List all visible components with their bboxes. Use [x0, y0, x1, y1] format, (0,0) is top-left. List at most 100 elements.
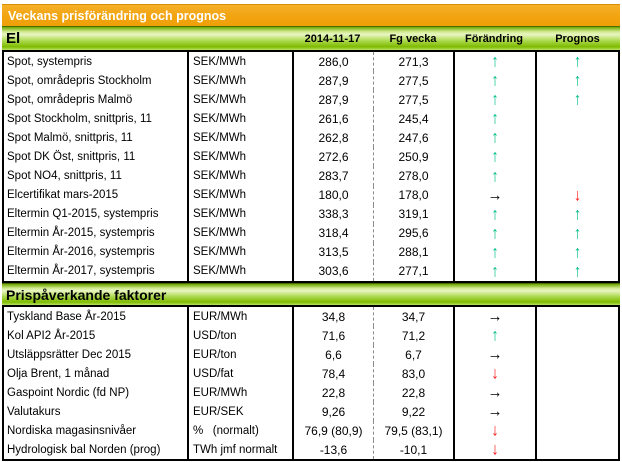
row-label: Eltermin År-2017, systempris — [7, 265, 155, 278]
right-arrow-icon: → — [487, 382, 503, 403]
value-current: 287,9 — [292, 90, 373, 110]
table-row: Spot Stockholm, snittpris, 11 SEK/MWh 26… — [4, 108, 618, 129]
row-unit: EUR/ton — [187, 345, 292, 364]
table-row: Eltermin År-2017, systempris SEK/MWh 303… — [4, 261, 618, 281]
forecast-arrow-cell — [535, 364, 618, 383]
row-unit: SEK/MWh — [187, 52, 292, 72]
forecast-arrow-cell: ↑ — [535, 52, 618, 72]
table-row: Spot, områdepris Malmö SEK/MWh 287,9 277… — [4, 89, 618, 110]
table-row: Eltermin År-2016, systempris SEK/MWh 313… — [4, 242, 618, 263]
change-arrow-cell: ↑ — [453, 326, 535, 345]
change-arrow-cell: ↑ — [453, 128, 535, 148]
value-current: 262,8 — [292, 128, 373, 148]
row-label: Hydrologisk bal Norden (prog) — [7, 443, 161, 456]
row-unit: EUR/SEK — [187, 402, 292, 421]
forecast-arrow-cell: ↑ — [535, 71, 618, 91]
value-previous: 278,0 — [373, 166, 453, 186]
change-arrow-cell: ↑ — [453, 204, 535, 224]
section-header-faktorer: Prispåverkande faktorer — [2, 283, 620, 305]
forecast-arrow-cell: ↑ — [535, 89, 618, 110]
row-unit: SEK/MWh — [187, 261, 292, 281]
forecast-arrow-cell — [535, 345, 618, 364]
right-arrow-icon: → — [487, 344, 503, 365]
value-current: 180,0 — [292, 185, 373, 205]
up-arrow-icon: ↑ — [491, 223, 499, 244]
forecast-arrow-cell — [535, 109, 618, 129]
table-row: Nordiska magasinsnivåer % (normalt) 76,9… — [4, 421, 618, 440]
change-arrow-cell: ↓ — [453, 421, 535, 440]
row-label: Kol API2 År-2015 — [7, 329, 96, 342]
row-unit: SEK/MWh — [187, 128, 292, 148]
value-previous: 288,1 — [373, 242, 453, 262]
up-arrow-icon: ↑ — [491, 242, 499, 263]
value-current: 272,6 — [292, 147, 373, 167]
up-arrow-icon: ↑ — [491, 108, 499, 129]
up-arrow-icon: ↑ — [491, 89, 499, 110]
forecast-arrow-cell — [535, 326, 618, 345]
change-arrow-cell: → — [453, 402, 535, 421]
change-arrow-cell: ↓ — [453, 440, 535, 459]
value-previous: 22,8 — [373, 383, 453, 402]
up-arrow-icon: ↑ — [491, 51, 499, 72]
right-arrow-icon: → — [487, 306, 503, 327]
table-row: Spot NO4, snittpris, 11 SEK/MWh 283,7 27… — [4, 166, 618, 186]
value-current: 318,4 — [292, 223, 373, 243]
row-unit: SEK/MWh — [187, 242, 292, 262]
row-label: Nordiska magasinsnivåer — [7, 424, 137, 437]
row-label: Spot, områdepris Stockholm — [7, 74, 152, 87]
row-label: Spot Stockholm, snittpris, 11 — [7, 112, 152, 125]
change-arrow-cell: ↑ — [453, 108, 535, 129]
column-header-date: 2014-11-17 — [304, 32, 361, 45]
table-row: Spot, områdepris Stockholm SEK/MWh 287,9… — [4, 71, 618, 91]
up-arrow-icon: ↑ — [491, 147, 499, 167]
row-unit: SEK/MWh — [187, 147, 292, 167]
table-row: Valutakurs EUR/SEK 9,26 9,22 → — [4, 402, 618, 421]
value-current: 338,3 — [292, 204, 373, 224]
change-arrow-cell: ↑ — [453, 51, 535, 72]
down-arrow-icon: ↓ — [491, 420, 499, 441]
forecast-arrow-cell — [535, 421, 618, 440]
up-arrow-icon: ↑ — [573, 89, 582, 110]
value-previous: 34,7 — [373, 307, 453, 326]
up-arrow-icon: ↑ — [491, 166, 499, 186]
value-previous: 83,0 — [373, 364, 453, 383]
row-unit: SEK/MWh — [187, 109, 292, 129]
forecast-arrow-cell — [535, 128, 618, 148]
table-row: Spot, systempris SEK/MWh 286,0 271,3 ↑ ↑ — [4, 51, 618, 72]
forecast-arrow-cell — [535, 402, 618, 421]
value-previous: 277,5 — [373, 90, 453, 110]
row-unit: EUR/MWh — [187, 307, 292, 326]
value-previous: 9,22 — [373, 402, 453, 421]
table-faktorer: Tyskland Base År-2015 EUR/MWh 34,8 34,7 … — [2, 305, 620, 461]
forecast-arrow-cell: ↑ — [535, 242, 618, 262]
up-arrow-icon: ↑ — [491, 128, 499, 148]
value-current: 286,0 — [292, 52, 373, 72]
value-current: 313,5 — [292, 242, 373, 262]
row-unit: USD/ton — [187, 326, 292, 345]
value-current: 261,6 — [292, 109, 373, 129]
forecast-arrow-cell: ↑ — [535, 261, 618, 281]
change-arrow-cell: → — [453, 383, 535, 402]
row-unit: SEK/MWh — [187, 204, 292, 224]
row-label: Eltermin År-2016, systempris — [7, 246, 155, 259]
down-arrow-icon: ↓ — [491, 439, 499, 460]
value-current: 71,6 — [292, 326, 373, 345]
change-arrow-cell: ↑ — [453, 89, 535, 110]
value-current: -13,6 — [292, 440, 373, 459]
value-previous: 178,0 — [373, 185, 453, 205]
forecast-arrow-cell — [535, 383, 618, 402]
forecast-arrow-cell: ↑ — [535, 204, 618, 224]
column-header-forecast: Prognos — [555, 32, 600, 45]
forecast-arrow-cell — [535, 307, 618, 326]
value-previous: 245,4 — [373, 109, 453, 129]
change-arrow-cell: ↓ — [453, 364, 535, 383]
value-previous: 277,5 — [373, 71, 453, 91]
change-arrow-cell: ↑ — [453, 71, 535, 91]
value-current: 34,8 — [292, 307, 373, 326]
value-previous: 250,9 — [373, 147, 453, 167]
row-label: Spot NO4, snittpris, 11 — [7, 170, 122, 182]
row-label: Spot DK Öst, snittpris, 11 — [7, 150, 136, 163]
right-arrow-icon: → — [487, 185, 503, 205]
value-current: 287,9 — [292, 71, 373, 91]
row-label: Elcertifikat mars-2015 — [7, 189, 119, 202]
